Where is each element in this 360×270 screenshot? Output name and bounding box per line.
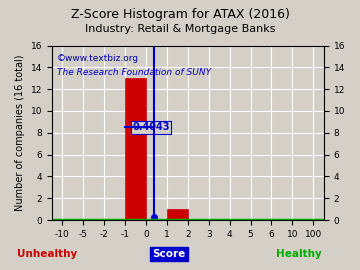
Text: 0.4043: 0.4043	[132, 122, 170, 132]
Text: The Research Foundation of SUNY: The Research Foundation of SUNY	[57, 68, 211, 77]
Text: Score: Score	[153, 249, 186, 259]
Text: Healthy: Healthy	[276, 249, 322, 259]
Text: Z-Score Histogram for ATAX (2016): Z-Score Histogram for ATAX (2016)	[71, 8, 289, 21]
Text: Unhealthy: Unhealthy	[17, 249, 77, 259]
Y-axis label: Number of companies (16 total): Number of companies (16 total)	[15, 55, 25, 211]
Text: ©www.textbiz.org: ©www.textbiz.org	[57, 54, 139, 63]
Bar	[125, 78, 146, 220]
Text: Industry: Retail & Mortgage Banks: Industry: Retail & Mortgage Banks	[85, 24, 275, 34]
Bar	[167, 209, 188, 220]
